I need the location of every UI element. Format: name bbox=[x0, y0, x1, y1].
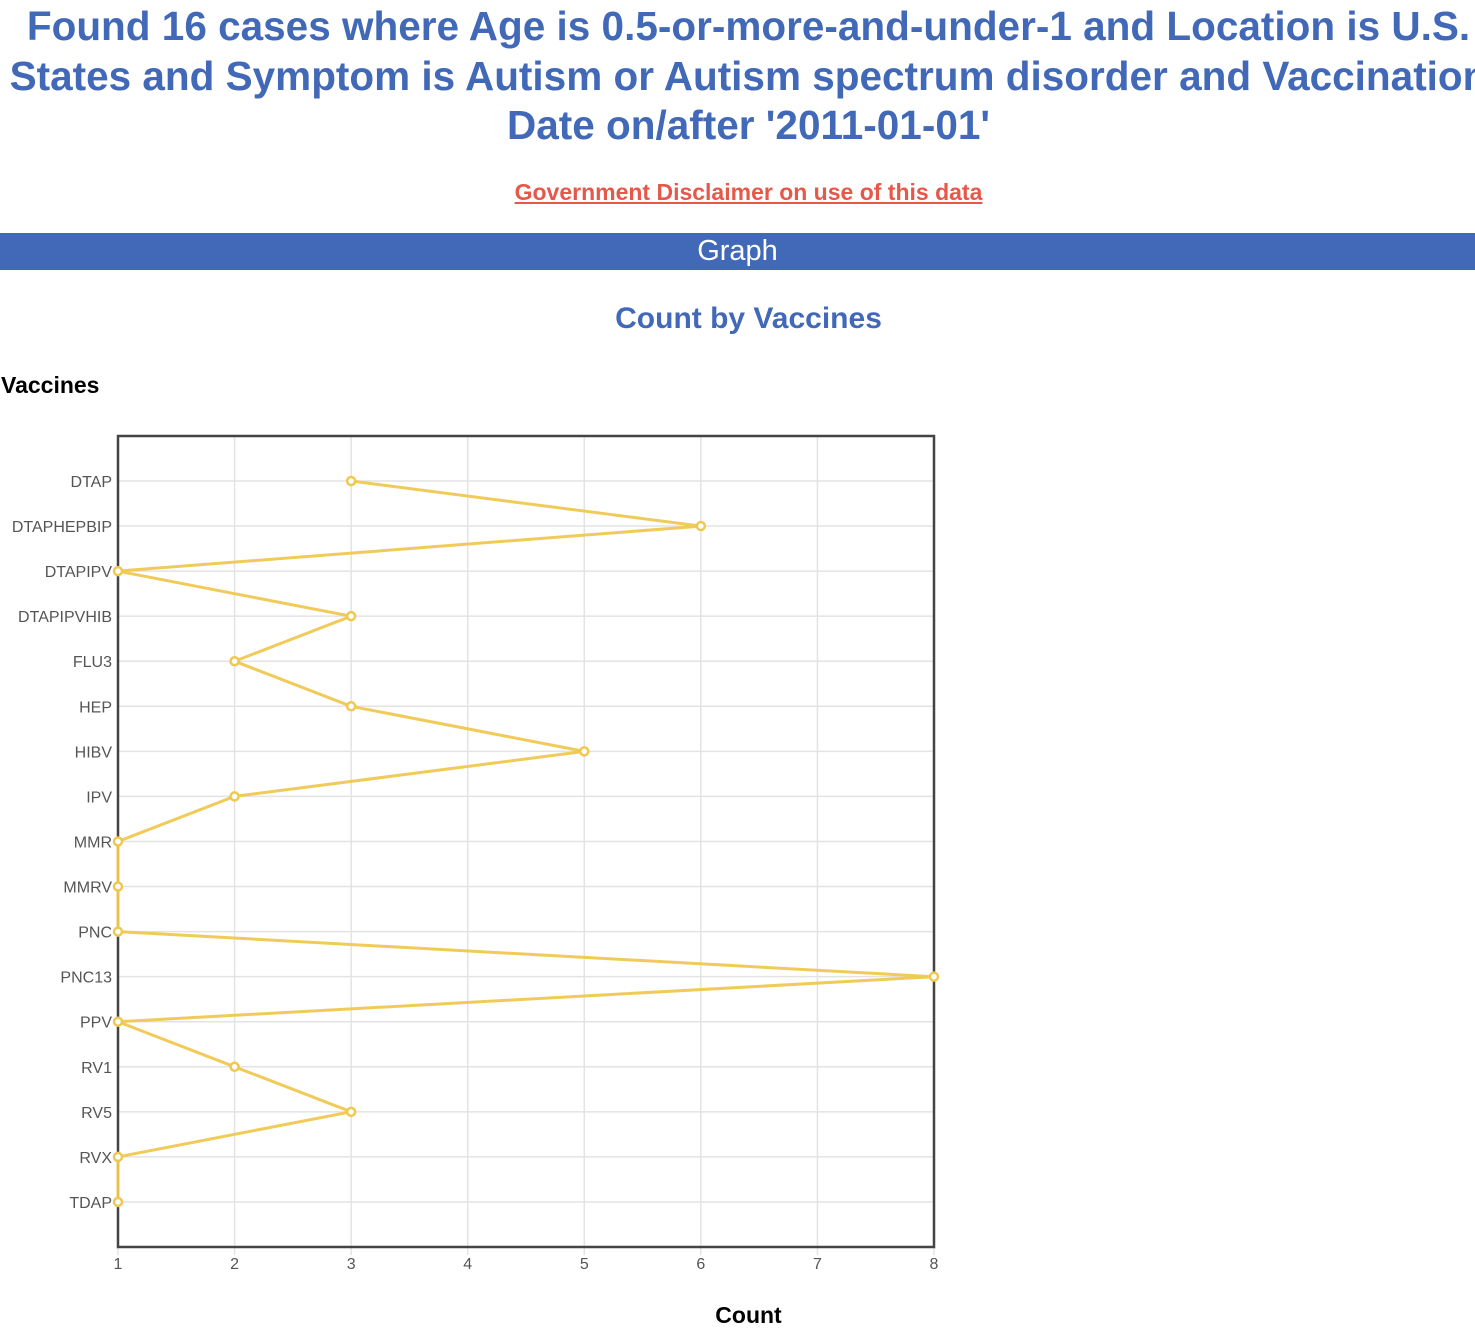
data-point bbox=[229, 1061, 240, 1073]
data-point bbox=[579, 746, 590, 757]
data-point bbox=[112, 926, 124, 937]
data-point bbox=[112, 1196, 124, 1208]
y-axis-title: Vaccines bbox=[1, 372, 100, 398]
data-point bbox=[112, 1016, 124, 1027]
y-tick-label: PNC bbox=[78, 925, 112, 942]
series-count bbox=[112, 475, 940, 1208]
y-tick-label: RVX bbox=[79, 1150, 112, 1167]
y-tick-label: IPV bbox=[86, 789, 112, 806]
x-tick-label: 8 bbox=[930, 1256, 939, 1273]
y-tick-labels: DTAP DTAPHEPBIP DTAPIPV DTAPIPVHIB FLU3 HEP HI… bbox=[12, 474, 113, 1212]
y-tick-label: TDAP bbox=[69, 1195, 112, 1212]
y-tick-label: MMRV bbox=[63, 880, 112, 897]
data-point bbox=[229, 655, 240, 667]
x-axis-title: Count bbox=[715, 1302, 782, 1328]
data-point bbox=[345, 475, 357, 487]
data-point bbox=[345, 1106, 357, 1118]
x-tick-label: 1 bbox=[114, 1256, 123, 1273]
x-tick-label: 4 bbox=[463, 1256, 472, 1273]
y-tick-label: PNC13 bbox=[60, 970, 112, 987]
x-tick-label: 6 bbox=[696, 1256, 705, 1273]
x-tick-labels: 1 2 3 4 5 6 7 8 bbox=[114, 1256, 939, 1273]
data-point bbox=[695, 520, 707, 532]
chart-title: Count by Vaccines bbox=[615, 302, 882, 335]
data-point bbox=[345, 610, 357, 622]
data-point bbox=[928, 971, 940, 982]
y-tick-label: FLU3 bbox=[73, 654, 112, 671]
data-point bbox=[112, 881, 124, 892]
y-tick-label: RV1 bbox=[81, 1060, 112, 1077]
graph-section-header: Graph bbox=[0, 233, 1475, 270]
x-tick-label: 3 bbox=[347, 1256, 356, 1273]
x-tick-label: 5 bbox=[580, 1256, 589, 1273]
data-point bbox=[345, 701, 357, 712]
y-tick-label: MMR bbox=[74, 834, 112, 851]
disclaimer-container: Government Disclaimer on use of this dat… bbox=[0, 178, 1475, 206]
page-title: Found 16 cases where Age is 0.5-or-more-… bbox=[9, 3, 1475, 148]
data-point bbox=[112, 565, 124, 577]
y-tick-label: DTAPHEPBIP bbox=[12, 519, 112, 536]
y-tick-label: DTAPIPVHIB bbox=[18, 609, 112, 626]
y-tick-label: HIBV bbox=[75, 744, 113, 761]
y-tick-label: DTAP bbox=[71, 474, 112, 491]
x-tick-label: 7 bbox=[813, 1256, 822, 1273]
x-tick-label: 2 bbox=[230, 1256, 239, 1273]
data-point bbox=[112, 836, 124, 847]
y-tick-label: PPV bbox=[80, 1015, 112, 1032]
y-tick-label: HEP bbox=[79, 699, 112, 716]
y-tick-label: RV5 bbox=[81, 1105, 112, 1122]
government-disclaimer-link[interactable]: Government Disclaimer on use of this dat… bbox=[514, 179, 983, 205]
data-point bbox=[229, 791, 240, 802]
data-point bbox=[112, 1151, 124, 1163]
y-tick-label: DTAPIPV bbox=[45, 564, 113, 581]
